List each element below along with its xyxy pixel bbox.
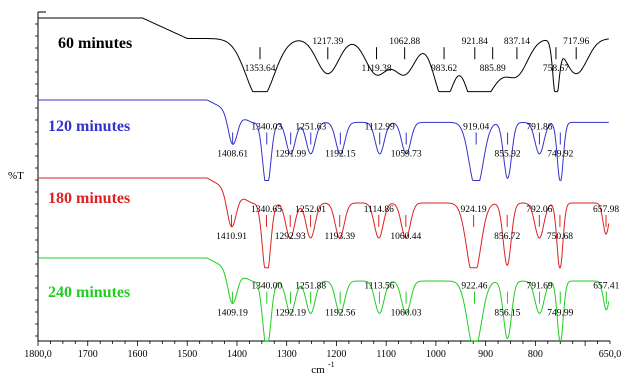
peak-label: 657.98 [593,205,619,215]
x-tick-label: 1300 [277,349,297,360]
peak-label: 1292.19 [275,309,306,319]
x-tick-label: 800 [528,349,543,360]
peak-label: 885.89 [480,64,506,74]
x-tick-label: 1500 [177,349,197,360]
x-axis-label-exponent: -1 [328,360,335,369]
y-axis-label: %T [8,170,24,182]
peak-label: 791.86 [526,123,552,133]
series-layer [38,17,610,342]
chart-axes [35,11,611,346]
peak-label: 758.67 [543,64,569,74]
peak-label: 791.69 [526,282,552,292]
peak-label: 1060.03 [391,309,422,319]
x-tick-label: 900 [478,349,493,360]
peak-label: 1060.44 [390,232,421,242]
peak-label: 1251.63 [295,123,326,133]
peak-label: 1113.56 [364,282,394,292]
peak-label: 1353.64 [245,64,276,74]
peak-label: 1119.38 [361,64,391,74]
peak-label: 1193.39 [324,232,355,242]
peak-label: 750.68 [547,232,573,242]
peak-label: 856.15 [494,309,520,319]
peak-label: 1192.56 [325,309,356,319]
series-name-label: 120 minutes [48,118,130,135]
peak-label: 1340.00 [251,282,282,292]
x-tick-label: 1400 [227,349,247,360]
series-line-2 [38,177,610,269]
series-line-3 [38,257,610,342]
x-axis-label: cm [311,364,325,376]
peak-label: 1062.88 [389,37,420,47]
peak-label: 1217.39 [312,37,343,47]
peak-label: 1292.93 [275,232,306,242]
peak-label: 921.84 [462,37,488,47]
peak-label: 1192.15 [325,150,356,160]
peak-label: 717.96 [563,37,589,47]
series-name-label: 60 minutes [58,35,132,52]
peak-label: 855.92 [495,150,521,160]
series-name-label: 240 minutes [48,284,130,301]
x-tick-label: 1600 [127,349,147,360]
peak-label: 749.92 [547,150,573,160]
peak-label: 792.06 [526,205,552,215]
peak-label: 1340.03 [251,123,282,133]
series-line-0 [38,17,609,93]
series-line-1 [38,99,609,182]
peak-label: 983.62 [431,64,457,74]
series-name-label: 180 minutes [48,190,130,207]
peak-label: 1340.65 [251,205,282,215]
x-tick-label: 1000 [426,349,446,360]
x-tick-label: 1200 [326,349,346,360]
peak-label: 924.19 [461,205,487,215]
peak-label: 1114.86 [364,205,394,215]
x-tick-label: 1800,0 [24,349,52,360]
x-tick-label: 650,0 [599,349,622,360]
peak-label: 919.04 [463,123,489,133]
peak-label: 1291.99 [275,150,306,160]
peak-label: 1252.01 [295,205,326,215]
peak-label: 1059.73 [391,150,422,160]
peak-label: 1410.91 [216,232,247,242]
peak-label: 1112.99 [365,123,395,133]
peak-label: 1408.61 [217,150,248,160]
peak-label: 856.72 [494,232,520,242]
x-tick-label: 1100 [376,349,396,360]
text-layer: 1800,0 1700 1600 1500 1400 1300 1200 1100 1000 90… [8,35,621,376]
peak-label: 837.14 [504,37,530,47]
x-tick-label: 1700 [78,349,98,360]
peak-label: 1251.88 [295,282,326,292]
peak-label: 922.46 [461,282,487,292]
peak-label: 657.41 [593,282,619,292]
peak-label: 749.99 [547,309,573,319]
peak-label: 1409.19 [217,309,248,319]
